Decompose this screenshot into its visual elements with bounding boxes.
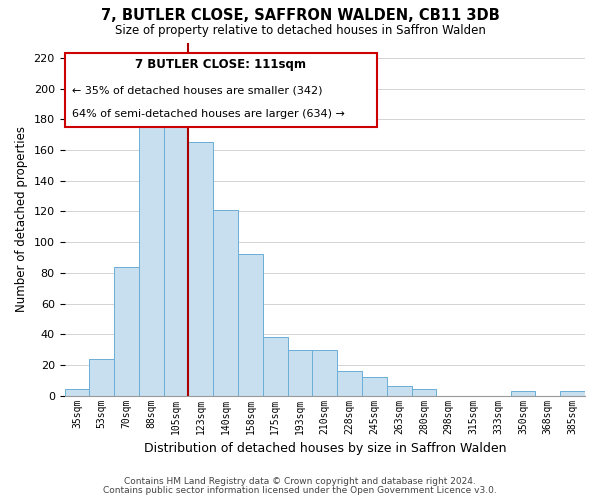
Bar (164, 127, 188, 396)
Text: Contains HM Land Registry data © Crown copyright and database right 2024.: Contains HM Land Registry data © Crown c… (124, 477, 476, 486)
Bar (213, 210, 238, 396)
Y-axis label: Number of detached properties: Number of detached properties (15, 126, 28, 312)
Bar (114, 266, 139, 396)
Bar (65, 390, 89, 396)
FancyBboxPatch shape (65, 53, 377, 128)
Bar (337, 371, 362, 396)
Bar (560, 391, 585, 396)
Bar (263, 338, 287, 396)
Bar (287, 350, 313, 396)
Text: Contains public sector information licensed under the Open Government Licence v3: Contains public sector information licen… (103, 486, 497, 495)
Bar (238, 254, 263, 396)
Bar (188, 142, 213, 396)
Bar (139, 114, 164, 396)
Text: 64% of semi-detached houses are larger (634) →: 64% of semi-detached houses are larger (… (73, 109, 345, 119)
Text: 7 BUTLER CLOSE: 111sqm: 7 BUTLER CLOSE: 111sqm (135, 58, 306, 71)
Text: 7, BUTLER CLOSE, SAFFRON WALDEN, CB11 3DB: 7, BUTLER CLOSE, SAFFRON WALDEN, CB11 3D… (101, 8, 499, 22)
Bar (387, 386, 412, 396)
Text: Size of property relative to detached houses in Saffron Walden: Size of property relative to detached ho… (115, 24, 485, 37)
Bar (313, 350, 337, 396)
Bar (511, 391, 535, 396)
Bar (362, 377, 387, 396)
X-axis label: Distribution of detached houses by size in Saffron Walden: Distribution of detached houses by size … (143, 442, 506, 455)
Text: ← 35% of detached houses are smaller (342): ← 35% of detached houses are smaller (34… (73, 85, 323, 95)
Bar (412, 390, 436, 396)
Bar (89, 359, 114, 396)
